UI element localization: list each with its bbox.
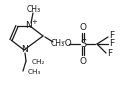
- Text: CH₃: CH₃: [51, 39, 65, 48]
- Text: N: N: [21, 45, 27, 54]
- Text: CH₃: CH₃: [27, 5, 41, 14]
- Text: CH₃: CH₃: [28, 69, 41, 75]
- Text: N: N: [26, 22, 32, 31]
- Text: CH₂: CH₂: [32, 59, 45, 65]
- Text: +: +: [32, 19, 37, 24]
- Text: ⁻O: ⁻O: [60, 40, 72, 49]
- Text: F: F: [107, 49, 113, 58]
- Text: S: S: [80, 39, 86, 49]
- Text: F: F: [109, 32, 115, 40]
- Text: O: O: [79, 23, 87, 32]
- Text: F: F: [109, 40, 115, 49]
- Text: O: O: [79, 57, 87, 66]
